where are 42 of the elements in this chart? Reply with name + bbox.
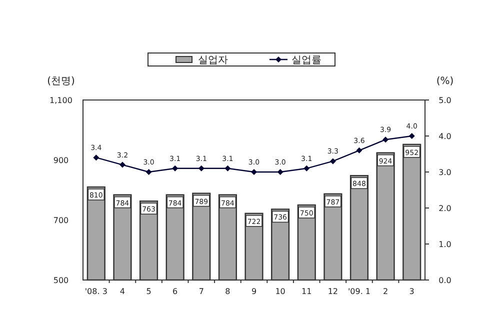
point xyxy=(119,162,126,168)
point xyxy=(277,169,284,175)
y2-tick-label: 3.0 xyxy=(438,168,452,177)
point xyxy=(172,165,178,172)
x-tick-label: 7 xyxy=(198,287,204,296)
point xyxy=(408,133,415,139)
y2-tick-label: 1.0 xyxy=(438,240,452,249)
legend-label: 실업자 xyxy=(198,55,228,66)
x-tick-label: 8 xyxy=(225,287,230,296)
y-tick-label: 500 xyxy=(53,276,69,285)
x-tick-label: '08. 3 xyxy=(84,287,108,296)
x-tick-label: 2 xyxy=(382,287,388,296)
point xyxy=(224,165,231,172)
point xyxy=(330,158,336,164)
y2-tick-label: 5.0 xyxy=(438,96,452,105)
legend-label: 실업률 xyxy=(292,55,322,66)
x-tick-label: 10 xyxy=(275,287,286,296)
y-tick-label: 900 xyxy=(53,156,69,165)
y2-tick-label: 4.0 xyxy=(438,132,452,141)
x-tick-label: 11 xyxy=(302,287,312,296)
x-tick-label: 12 xyxy=(328,287,338,296)
point xyxy=(198,165,204,172)
point xyxy=(356,147,362,154)
x-tick-label: 9 xyxy=(251,287,257,296)
point xyxy=(382,136,389,143)
point xyxy=(146,169,152,175)
x-tick-label: 4 xyxy=(120,287,126,296)
y-tick-label: 700 xyxy=(53,216,69,225)
legend-실업률: 실업률 xyxy=(270,55,322,66)
y2-tick-label: 2.0 xyxy=(438,204,452,213)
x-tick-label: 3 xyxy=(409,287,414,296)
x-tick-label: 6 xyxy=(172,287,178,296)
legend-실업자: 실업자 xyxy=(176,55,228,66)
y-tick-label: 1,100 xyxy=(50,96,72,105)
point xyxy=(93,154,100,161)
y2-tick-label: 0.0 xyxy=(438,276,452,285)
y-axis-title: (천명) xyxy=(47,76,75,87)
point xyxy=(251,169,257,175)
x-tick-label: 5 xyxy=(146,287,152,296)
y2-axis-title: (%) xyxy=(436,76,454,87)
point xyxy=(304,165,310,172)
x-tick-label: '09. 1 xyxy=(348,287,371,296)
